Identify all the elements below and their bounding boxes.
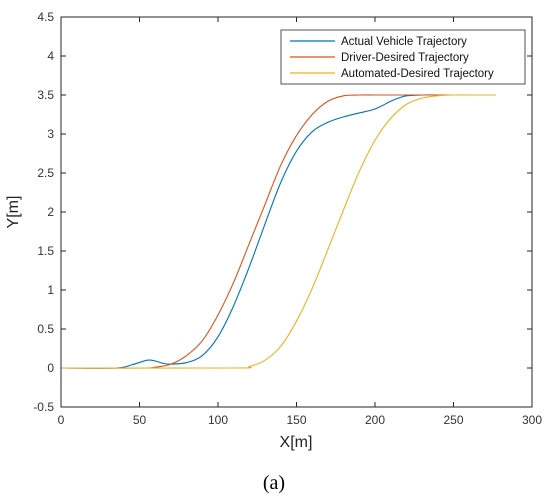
x-tick-label: 250 <box>443 413 463 427</box>
plot-frame <box>60 16 533 408</box>
y-tick-label: 1 <box>47 283 54 297</box>
series-line-actual-vehicle-trajectory <box>60 94 478 369</box>
legend-label-driver-desired-trajectory: Driver-Desired Trajectory <box>341 52 469 64</box>
y-tick-label: 0.5 <box>37 322 54 336</box>
y-tick-label: -0.5 <box>33 400 54 414</box>
y-tick-label: 4.5 <box>37 10 54 24</box>
y-tick-label: 4 <box>47 49 54 63</box>
series-line-automated-desired-trajectory <box>60 94 496 369</box>
legend-label-automated-desired-trajectory: Automated-Desired Trajectory <box>341 68 494 80</box>
x-tick-label: 150 <box>286 413 306 427</box>
y-tick-label: 0 <box>47 361 54 375</box>
y-tick-label: 2.5 <box>37 166 54 180</box>
series-lines <box>60 94 496 369</box>
y-tick-label: 1.5 <box>37 244 54 258</box>
x-axis-label: X[m] <box>280 434 313 451</box>
x-tick-label: 200 <box>365 413 385 427</box>
y-tick-labels: -0.5 0 0.5 1 1.5 2 2.5 3 3.5 4 4.5 <box>33 10 54 414</box>
y-tick-label: 3 <box>47 127 54 141</box>
series-line-driver-desired-trajectory <box>60 94 478 369</box>
x-tick-label: 100 <box>208 413 228 427</box>
y-tick-label: 3.5 <box>37 88 54 102</box>
figure-caption: (a) <box>263 472 285 494</box>
x-tick-label: 300 <box>522 413 542 427</box>
x-tick-label: 50 <box>133 413 147 427</box>
y-axis-label: Y[m] <box>5 196 22 229</box>
legend-label-actual-vehicle-trajectory: Actual Vehicle Trajectory <box>341 36 467 48</box>
legend: Actual Vehicle Trajectory Driver-Desired … <box>280 29 526 85</box>
x-tick-labels: 0 50 100 150 200 250 300 <box>58 413 543 427</box>
x-tick-label: 0 <box>58 413 65 427</box>
y-tick-label: 2 <box>47 205 54 219</box>
